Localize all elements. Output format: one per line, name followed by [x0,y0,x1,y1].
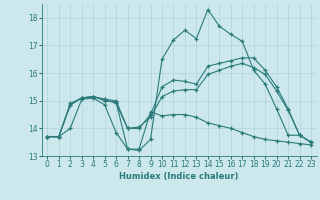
X-axis label: Humidex (Indice chaleur): Humidex (Indice chaleur) [119,172,239,181]
